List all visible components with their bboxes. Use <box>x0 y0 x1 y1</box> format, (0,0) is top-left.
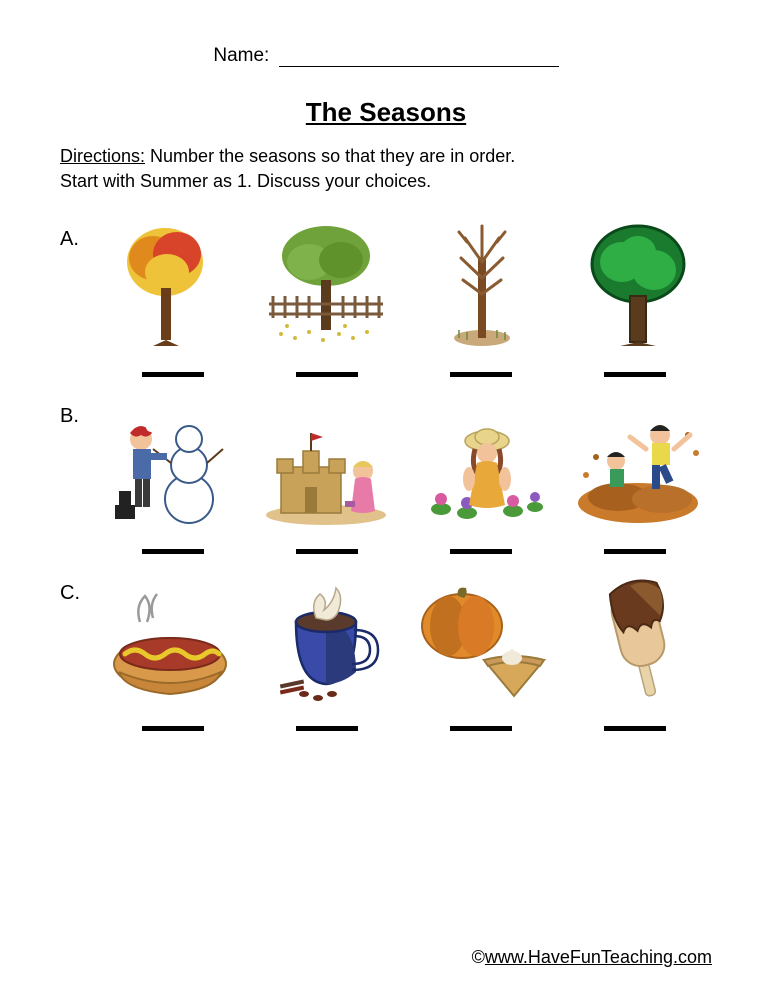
row-a-label: A. <box>60 218 96 251</box>
answer-blank-c2[interactable] <box>296 726 358 731</box>
answer-blank-c4[interactable] <box>604 726 666 731</box>
summer-hotdog-icon <box>100 572 240 702</box>
summer-tree-icon <box>568 218 708 348</box>
fall-kids-leaves-icon <box>568 395 708 525</box>
spring-gardening-girl-icon <box>412 395 552 525</box>
name-field-line: Name: <box>60 45 712 67</box>
spring-tree-fence-icon <box>256 218 396 348</box>
copyright-symbol: © <box>472 947 485 967</box>
answer-blank-b3[interactable] <box>450 549 512 554</box>
fall-pumpkin-pie-icon <box>412 572 552 702</box>
answer-blank-b4[interactable] <box>604 549 666 554</box>
directions-line1: Number the seasons so that they are in o… <box>150 146 515 166</box>
answer-blank-c1[interactable] <box>142 726 204 731</box>
directions-line2: Start with Summer as 1. Discuss your cho… <box>60 171 431 191</box>
answer-blank-c3[interactable] <box>450 726 512 731</box>
row-a: A. <box>60 218 712 377</box>
footer-link: www.HaveFunTeaching.com <box>485 947 712 967</box>
answer-blank-b2[interactable] <box>296 549 358 554</box>
winter-hot-cocoa-icon <box>256 572 396 702</box>
directions-block: Directions: Number the seasons so that t… <box>60 144 712 194</box>
winter-bare-tree-icon <box>412 218 552 348</box>
winter-snowman-kid-icon <box>100 395 240 525</box>
directions-label: Directions: <box>60 146 145 166</box>
name-blank[interactable] <box>279 66 559 67</box>
fall-tree-icon <box>100 218 240 348</box>
answer-blank-a3[interactable] <box>450 372 512 377</box>
page-title: The Seasons <box>60 97 712 128</box>
footer: ©www.HaveFunTeaching.com <box>472 947 712 968</box>
answer-blank-a4[interactable] <box>604 372 666 377</box>
name-label: Name: <box>213 45 269 66</box>
answer-blank-a2[interactable] <box>296 372 358 377</box>
row-b: B. <box>60 395 712 554</box>
row-c-label: C. <box>60 572 96 605</box>
summer-sandcastle-icon <box>256 395 396 525</box>
row-b-label: B. <box>60 395 96 428</box>
row-c: C. <box>60 572 712 731</box>
answer-blank-b1[interactable] <box>142 549 204 554</box>
spring-ice-cream-bar-icon <box>568 572 708 702</box>
answer-blank-a1[interactable] <box>142 372 204 377</box>
